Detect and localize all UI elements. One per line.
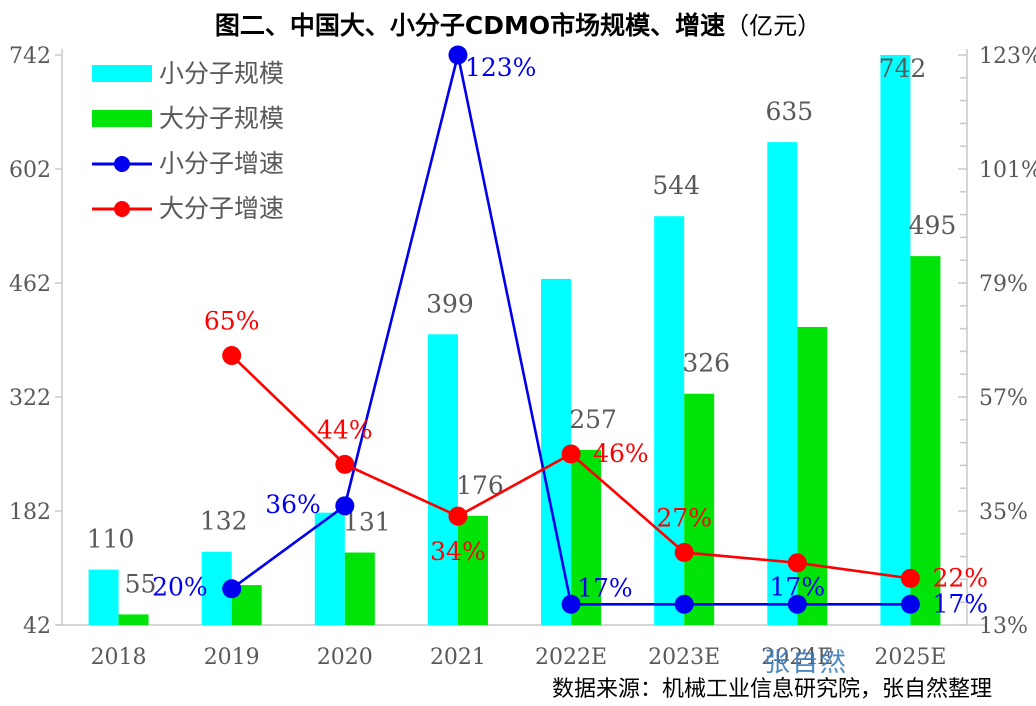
legend-label: 小分子增速 [159,149,285,178]
bar-label-large-molecule-scale-2022E: 257 [569,405,617,434]
line-label-large-molecule-growth-2021: 34% [430,537,486,566]
line-label-small-molecule-growth-2020: 36% [265,490,321,519]
marker-large-molecule-growth-2019 [222,346,242,366]
bar-swatch-icon [92,65,152,82]
legend-label: 小分子规模 [159,59,285,88]
x-axis-tick-label: 2024E [761,645,833,670]
line-label-large-molecule-growth-2025E: 22% [932,563,988,592]
y-axis-left-tick-label: 322 [9,386,51,411]
line-marker-swatch-icon [92,200,152,217]
line-label-small-molecule-growth-2022E: 17% [577,573,633,602]
line-label-large-molecule-growth-2019: 65% [204,307,260,336]
line-label-large-molecule-growth-2023E: 27% [656,503,712,532]
chart-title-text: 图二、中国大、小分子CDMO市场规模、增速 [214,11,726,40]
legend: 小分子规模 大分子规模 小分子增速 大分子增速 [92,51,284,231]
bar-small-molecule-scale-2020 [314,512,345,625]
legend-item-large-molecule-growth: 大分子增速 [92,186,284,231]
marker-small-molecule-growth-2023E [674,594,694,614]
bar-small-molecule-scale-2023E [654,216,685,625]
x-axis-tick-label: 2020 [317,645,373,670]
bar-label-large-molecule-scale-2018: 55 [125,569,157,598]
bar-small-molecule-scale-2021 [427,334,458,625]
y-axis-right-tick-label: 13% [979,614,1028,639]
bar-large-molecule-scale-2024E [797,326,828,625]
x-axis-tick-label: 2022E [535,645,607,670]
y-axis-right-tick-label: 79% [979,272,1028,297]
line-label-small-molecule-growth-2025E: 17% [932,589,988,618]
source-note: 数据来源：机械工业信息研究院，张自然整理 [551,677,992,702]
x-axis-tick-label: 2021 [430,645,486,670]
marker-large-molecule-growth-2022E [561,444,581,464]
marker-large-molecule-growth-2020 [335,454,355,474]
bar-small-molecule-scale-2018 [88,569,119,625]
bar-large-molecule-scale-2023E [684,393,715,625]
marker-small-molecule-growth-2024E [787,594,807,614]
y-axis-right-tick-label: 101% [979,158,1036,183]
y-axis-left-tick-label: 742 [9,44,51,69]
chart-title: 图二、中国大、小分子CDMO市场规模、增速（亿元） [0,6,1036,42]
marker-large-molecule-growth-2021 [448,506,468,526]
bar-label-small-molecule-scale-2021: 399 [426,289,474,318]
bar-large-molecule-scale-2021 [457,515,488,625]
bar-label-large-molecule-scale-2025E: 495 [909,211,957,240]
x-axis-tick-label: 2018 [91,645,147,670]
legend-item-large-molecule-scale: 大分子规模 [92,96,284,141]
bar-label-small-molecule-scale-2019: 132 [200,507,248,536]
bar-large-molecule-scale-2022E [571,449,602,625]
y-axis-right-tick-label: 123% [979,44,1036,69]
watermark: 张自然 [764,648,849,678]
bar-label-large-molecule-scale-2023E: 326 [682,349,730,378]
legend-item-small-molecule-scale: 小分子规模 [92,51,284,96]
y-axis-right-tick-label: 35% [979,500,1028,525]
bar-large-molecule-scale-2018 [118,614,149,625]
marker-large-molecule-growth-2024E [787,553,807,573]
line-label-large-molecule-growth-2022E: 46% [593,439,649,468]
y-axis-right-tick-label: 57% [979,386,1028,411]
marker-small-molecule-growth-2021 [448,45,468,65]
marker-large-molecule-growth-2023E [674,542,694,562]
line-label-small-molecule-growth-2024E: 17% [770,572,826,601]
marker-small-molecule-growth-2022E [561,594,581,614]
y-axis-left-tick-label: 462 [9,272,51,297]
marker-large-molecule-growth-2025E [900,568,920,588]
bar-large-molecule-scale-2020 [344,552,375,625]
bar-large-molecule-scale-2025E [910,256,941,625]
x-axis-tick-label: 2019 [204,645,260,670]
legend-label: 大分子增速 [159,194,285,223]
x-axis-tick-label: 2023E [648,645,720,670]
line-label-small-molecule-growth-2019: 20% [152,573,208,602]
bar-label-small-molecule-scale-2018: 110 [87,525,135,554]
legend-item-small-molecule-growth: 小分子增速 [92,141,284,186]
bar-small-molecule-scale-2025E [880,55,911,625]
line-label-large-molecule-growth-2020: 44% [317,415,373,444]
line-marker-swatch-icon [92,155,152,172]
chart-title-unit: （亿元） [725,12,822,40]
bar-swatch-icon [92,110,152,127]
marker-small-molecule-growth-2025E [900,594,920,614]
y-axis-left-tick-label: 182 [9,500,51,525]
x-axis-tick-label: 2025E [874,645,946,670]
marker-small-molecule-growth-2020 [335,496,355,516]
y-axis-left-tick-label: 602 [9,158,51,183]
legend-label: 大分子规模 [159,104,285,133]
y-axis-left-tick-label: 42 [23,614,51,639]
bar-small-molecule-scale-2024E [767,142,798,625]
bar-label-small-molecule-scale-2024E: 635 [765,97,813,126]
bar-label-small-molecule-scale-2025E: 742 [879,54,927,83]
marker-small-molecule-growth-2019 [222,579,242,599]
line-label-small-molecule-growth-2021: 123% [465,53,536,82]
bar-label-small-molecule-scale-2023E: 544 [652,171,700,200]
